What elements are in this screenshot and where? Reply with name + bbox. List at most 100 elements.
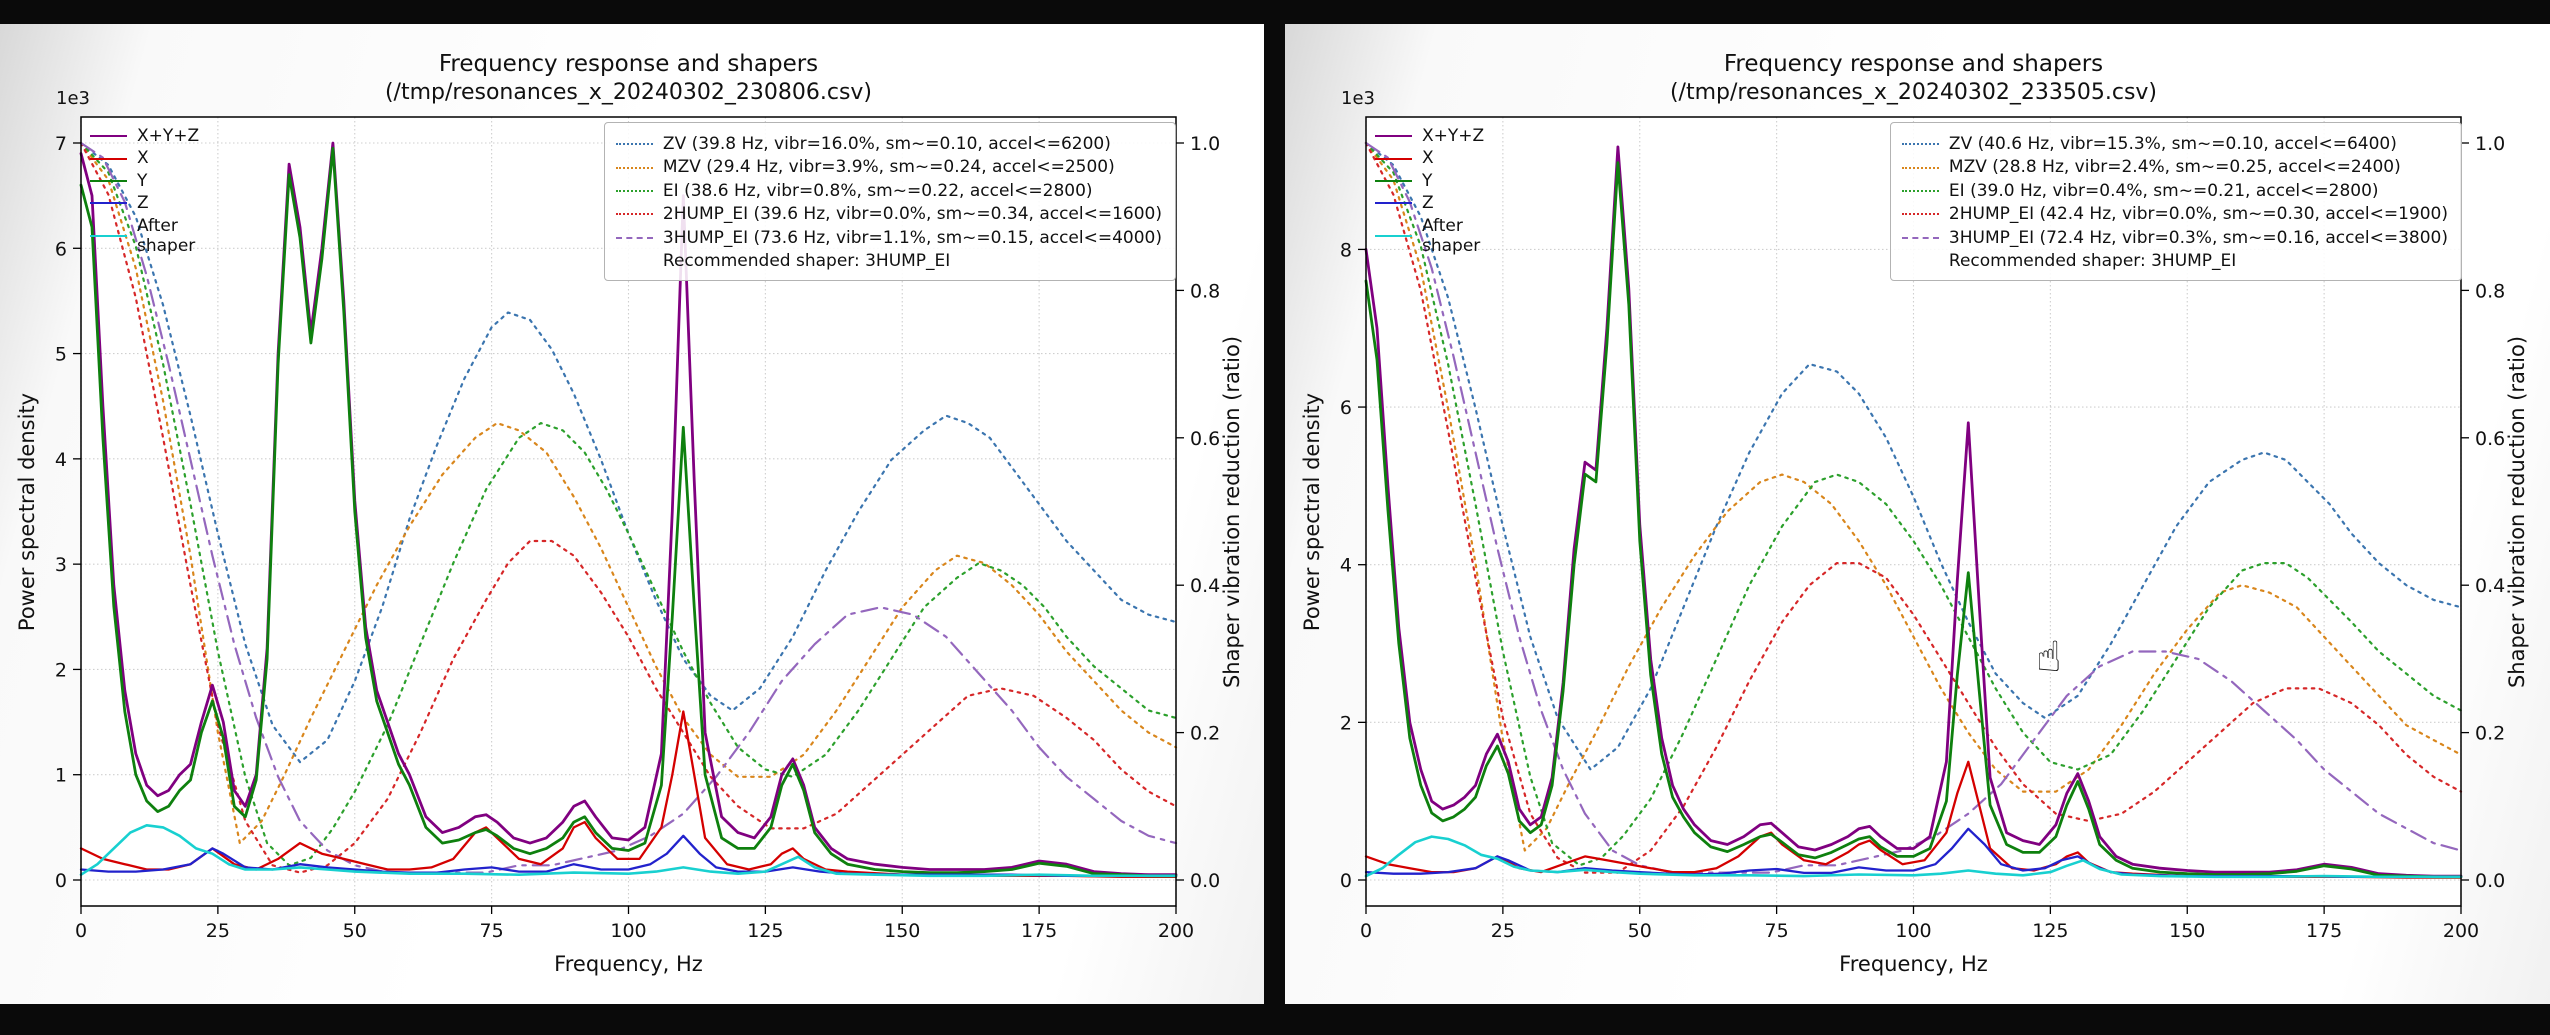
y-tick-label-right: 0.0 — [1190, 870, 1220, 892]
legend-item: X+Y+Z — [1375, 126, 1498, 146]
x-tick-label: 50 — [343, 920, 367, 942]
legend-label: 3HUMP_EI (72.4 Hz, vibr=0.3%, sm~=0.16, … — [1948, 227, 2448, 248]
y-tick-label-left: 1 — [55, 765, 67, 787]
y-tick-label-right: 0.2 — [2475, 723, 2505, 745]
legend-line-sample-icon — [90, 202, 127, 205]
legend-label: Z — [137, 193, 149, 214]
legend-item: Z — [90, 193, 213, 213]
legend-label: 3HUMP_EI (73.6 Hz, vibr=1.1%, sm~=0.15, … — [662, 227, 1162, 248]
panel-divider — [1264, 0, 1285, 1035]
x-tick-label: 50 — [1628, 920, 1652, 942]
y-tick-label-right: 1.0 — [1190, 133, 1220, 155]
x-tick-label: 150 — [2169, 920, 2205, 942]
legend-item: After shaper — [1375, 216, 1498, 257]
x-tick-label: 175 — [1021, 920, 1057, 942]
chart-title: Frequency response and shapers — [438, 51, 819, 77]
legend-line-sample-icon — [1375, 179, 1412, 182]
psd-line-after-shaper — [79, 823, 1178, 878]
legend-label: After shaper — [137, 215, 196, 256]
shaper-line-3hump-ei — [79, 141, 1178, 874]
legend-label: MZV (29.4 Hz, vibr=3.9%, sm~=0.24, accel… — [662, 157, 1115, 178]
recommended-shaper-text: Recommended shaper: 3HUMP_EI — [1948, 250, 2237, 271]
y-tick-label-left: 7 — [55, 133, 67, 155]
legend-line-sample-icon — [1901, 189, 1939, 192]
chart-title: Frequency response and shapers — [1723, 51, 2104, 77]
legend-item: 3HUMP_EI (72.4 Hz, vibr=0.3%, sm~=0.16, … — [1901, 227, 2448, 248]
chart-subtitle-filename: (/tmp/resonances_x_20240302_230806.csv) — [384, 80, 873, 105]
legend-label: Z — [1422, 193, 1434, 214]
legend-label: X+Y+Z — [137, 126, 200, 146]
legend-line-sample-icon — [1375, 202, 1412, 205]
legend-line-sample-icon — [90, 157, 127, 160]
legend-item: EI (39.0 Hz, vibr=0.4%, sm~=0.21, accel<… — [1901, 180, 2448, 201]
legend-item: X — [1375, 148, 1498, 168]
y-tick-label-left: 2 — [1340, 712, 1352, 734]
hand-cursor-icon: ☝ — [2036, 632, 2062, 681]
shaper-line-mzv — [79, 141, 1178, 845]
legend-label: Y — [137, 170, 148, 191]
shaper-line-2hump-ei — [79, 141, 1178, 874]
left-chart-panel: Frequency response and shapers (/tmp/res… — [0, 24, 1264, 1004]
legend-line-sample-icon — [1375, 157, 1412, 160]
y-tick-label-left: 6 — [1340, 397, 1352, 419]
legend-item: Y — [90, 171, 213, 191]
psd-line-y — [1364, 161, 2463, 879]
legend-line-sample-icon — [1375, 234, 1412, 237]
chart-subtitle-filename: (/tmp/resonances_x_20240302_233505.csv) — [1669, 80, 2158, 105]
legend-label: Y — [1422, 170, 1433, 191]
legend-item: Z — [1375, 193, 1498, 213]
y-tick-label-right: 1.0 — [2475, 133, 2505, 155]
x-tick-label: 75 — [1765, 920, 1789, 942]
legend-item: EI (38.6 Hz, vibr=0.8%, sm~=0.22, accel<… — [615, 180, 1162, 201]
legend-line-sample-icon — [90, 234, 127, 237]
psd-line-y — [79, 146, 1178, 878]
x-tick-label: 100 — [1895, 920, 1931, 942]
legend-label: ZV (40.6 Hz, vibr=15.3%, sm~=0.10, accel… — [1948, 134, 2397, 154]
y-tick-label-right: 0.8 — [2475, 280, 2505, 302]
x-tick-label: 75 — [480, 920, 504, 942]
x-tick-label: 175 — [2306, 920, 2342, 942]
legend-line-sample-icon — [1901, 236, 1939, 239]
legend-line-sample-icon — [1901, 213, 1939, 216]
y-tick-label-left: 4 — [1340, 555, 1352, 577]
legend-line-sample-icon — [90, 135, 127, 138]
x-tick-label: 200 — [2443, 920, 2479, 942]
legend-label: X — [1422, 148, 1434, 169]
y-tick-label-right: 0.6 — [1190, 428, 1220, 450]
x-tick-label: 0 — [1360, 920, 1372, 942]
recommended-shaper-text: Recommended shaper: 3HUMP_EI — [662, 250, 951, 271]
legend-label: X — [137, 148, 149, 169]
legend-label: ZV (39.8 Hz, vibr=16.0%, sm~=0.10, accel… — [662, 134, 1111, 154]
x-tick-label: 200 — [1158, 920, 1194, 942]
legend-item: MZV (28.8 Hz, vibr=2.4%, sm~=0.25, accel… — [1901, 157, 2448, 178]
psd-line-x-y-z — [1364, 145, 2463, 878]
y-tick-label-left: 0 — [1340, 870, 1352, 892]
y-tick-label-left: 4 — [55, 449, 67, 471]
legend-item: After shaper — [90, 216, 213, 257]
legend-label: EI (38.6 Hz, vibr=0.8%, sm~=0.22, accel<… — [662, 180, 1093, 201]
shaper-legend: ZV (39.8 Hz, vibr=16.0%, sm~=0.10, accel… — [603, 122, 1176, 282]
legend-item: MZV (29.4 Hz, vibr=3.9%, sm~=0.24, accel… — [615, 157, 1162, 178]
legend-label: MZV (28.8 Hz, vibr=2.4%, sm~=0.25, accel… — [1948, 157, 2401, 178]
y-tick-label-right: 0.2 — [1190, 723, 1220, 745]
y-tick-label-right: 0.8 — [1190, 280, 1220, 302]
shaper-line-ei — [79, 141, 1178, 867]
right-chart-panel: Frequency response and shapers (/tmp/res… — [1285, 24, 2550, 1004]
x-tick-label: 125 — [2032, 920, 2068, 942]
legend-line-sample-icon — [90, 179, 127, 182]
psd-line-x-y-z — [79, 141, 1178, 877]
legend-label: EI (39.0 Hz, vibr=0.4%, sm~=0.21, accel<… — [1948, 180, 2379, 201]
psd-legend: X+Y+Z X Y Z After shaper — [90, 124, 213, 258]
legend-label: X+Y+Z — [1422, 126, 1485, 146]
shaper-line-2hump-ei — [1364, 141, 2463, 874]
y-tick-label-left: 3 — [55, 554, 67, 576]
legend-item: 3HUMP_EI (73.6 Hz, vibr=1.1%, sm~=0.15, … — [615, 227, 1162, 248]
y-tick-label-left: 0 — [55, 870, 67, 892]
legend-item: ZV (40.6 Hz, vibr=15.3%, sm~=0.10, accel… — [1901, 134, 2448, 154]
y-tick-label-right: 0.0 — [2475, 870, 2505, 892]
legend-label: After shaper — [1422, 215, 1481, 256]
legend-line-sample-icon — [615, 236, 653, 239]
shaper-line-3hump-ei — [1364, 141, 2463, 874]
x-tick-label: 125 — [747, 920, 783, 942]
legend-line-sample-icon — [1375, 135, 1412, 138]
